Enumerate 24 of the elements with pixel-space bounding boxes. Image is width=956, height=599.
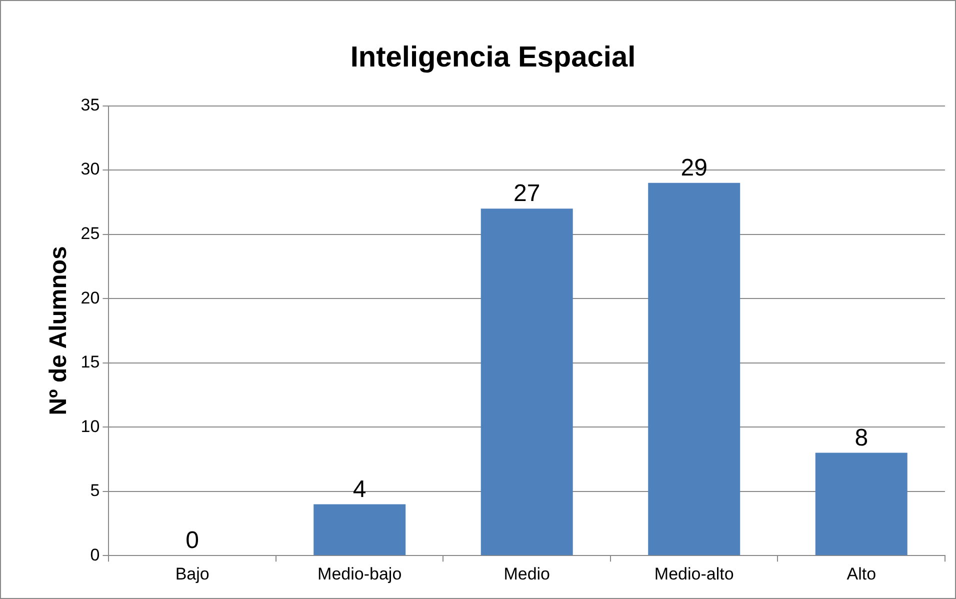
y-tick-label: 30 bbox=[80, 160, 100, 179]
x-tick-label: Medio-alto bbox=[654, 564, 734, 584]
chart-title: Inteligencia Espacial bbox=[350, 41, 636, 74]
y-tick-label: 10 bbox=[80, 416, 100, 436]
data-label: 29 bbox=[680, 154, 708, 182]
x-tick-label: Alto bbox=[846, 564, 876, 584]
bar bbox=[314, 504, 406, 556]
data-label: 4 bbox=[352, 476, 366, 503]
x-tick-label: Medio bbox=[504, 564, 550, 584]
bar bbox=[480, 208, 573, 556]
y-tick-label: 0 bbox=[90, 545, 100, 564]
y-tick-label: 35 bbox=[80, 95, 100, 114]
y-tick-label: 5 bbox=[90, 481, 100, 500]
bar bbox=[648, 182, 740, 556]
y-tick-label: 25 bbox=[80, 224, 100, 243]
data-label: 8 bbox=[854, 424, 868, 452]
x-tick-label: Bajo bbox=[175, 564, 210, 584]
bar bbox=[815, 452, 908, 556]
x-tick-label: Medio-bajo bbox=[318, 564, 402, 584]
y-tick-label: 20 bbox=[80, 288, 100, 308]
y-tick-label: 15 bbox=[80, 352, 100, 372]
y-axis-title: Nº de Alumnos bbox=[45, 246, 72, 416]
data-label: 27 bbox=[514, 180, 540, 208]
data-label: 0 bbox=[186, 527, 200, 554]
